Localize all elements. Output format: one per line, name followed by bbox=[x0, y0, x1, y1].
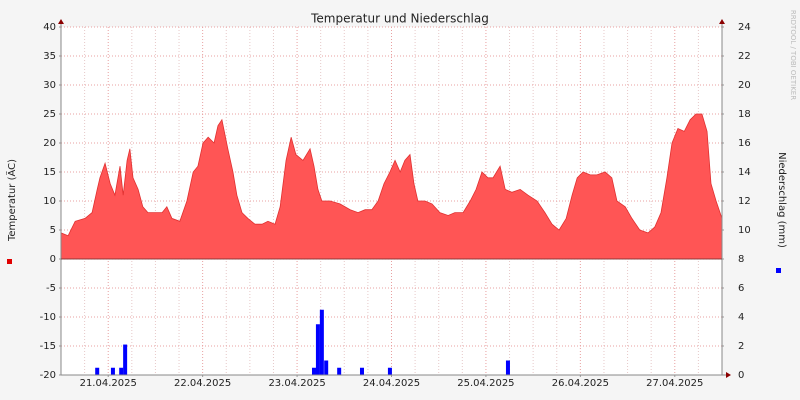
y2-axis-label: Niederschlag (mm) bbox=[776, 152, 787, 248]
x-tick-label: 27.04.2025 bbox=[646, 378, 703, 389]
y2-tick-label: 24 bbox=[738, 22, 751, 33]
y-tick-label: -15 bbox=[40, 341, 56, 352]
y-tick-label: -20 bbox=[40, 370, 56, 381]
temperature-area bbox=[60, 113, 723, 260]
y-tick-label: 30 bbox=[43, 80, 56, 91]
precipitation-bar bbox=[324, 360, 329, 375]
legend-swatch bbox=[776, 268, 781, 273]
y-tick-label: 5 bbox=[50, 225, 56, 236]
y2-tick-label: 22 bbox=[738, 51, 751, 62]
precipitation-bar bbox=[359, 367, 364, 375]
x-tick-label: 23.04.2025 bbox=[268, 378, 325, 389]
y-tick-label: 10 bbox=[43, 196, 56, 207]
x-tick-label: 22.04.2025 bbox=[174, 378, 231, 389]
y-tick-label: 15 bbox=[43, 167, 56, 178]
precipitation-bar bbox=[315, 324, 320, 375]
y-tick-label: 40 bbox=[43, 22, 56, 33]
y-tick-label: 20 bbox=[43, 138, 56, 149]
watermark: RRDTOOL / TOBI OETIKER bbox=[789, 10, 797, 100]
precipitation-bar bbox=[337, 367, 342, 375]
y-tick-label: -5 bbox=[46, 283, 56, 294]
y2-tick-label: 10 bbox=[738, 225, 751, 236]
precipitation-bar bbox=[387, 367, 392, 375]
y-axis-label: Temperatur (ÄC) bbox=[5, 159, 18, 242]
precipitation-bar bbox=[123, 344, 128, 375]
y-tick-label: -10 bbox=[40, 312, 56, 323]
precipitation-bar bbox=[319, 309, 324, 375]
x-tick-label: 25.04.2025 bbox=[457, 378, 514, 389]
y2-tick-label: 8 bbox=[738, 254, 744, 265]
y2-tick-label: 14 bbox=[738, 167, 751, 178]
precipitation-bar bbox=[95, 367, 100, 375]
y2-tick-label: 6 bbox=[738, 283, 744, 294]
axis-arrow bbox=[726, 372, 731, 378]
y-tick-label: 35 bbox=[43, 51, 56, 62]
y2-tick-label: 16 bbox=[738, 138, 751, 149]
y2-tick-label: 2 bbox=[738, 341, 744, 352]
precipitation-bar bbox=[311, 367, 316, 375]
y2-tick-label: 4 bbox=[738, 312, 744, 323]
precipitation-bar bbox=[119, 367, 124, 375]
chart-title: Temperatur und Niederschlag bbox=[310, 12, 489, 26]
x-tick-label: 26.04.2025 bbox=[552, 378, 609, 389]
y2-tick-label: 20 bbox=[738, 80, 751, 91]
x-tick-label: 21.04.2025 bbox=[80, 378, 137, 389]
y2-tick-label: 18 bbox=[738, 109, 751, 120]
legend-swatch bbox=[7, 259, 12, 264]
x-tick-label: 24.04.2025 bbox=[363, 378, 420, 389]
y-tick-label: 25 bbox=[43, 109, 56, 120]
y-tick-label: 0 bbox=[50, 254, 56, 265]
y2-tick-label: 12 bbox=[738, 196, 751, 207]
precipitation-bar bbox=[110, 367, 115, 375]
precipitation-bar bbox=[505, 360, 510, 375]
y2-tick-label: 0 bbox=[738, 370, 744, 381]
axis-arrow bbox=[58, 19, 64, 24]
axis-arrow bbox=[719, 19, 725, 24]
